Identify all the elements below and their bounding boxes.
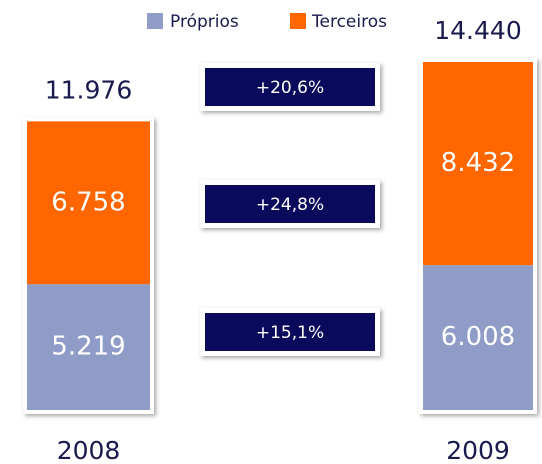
annotation-box xyxy=(205,313,375,351)
bar-segment xyxy=(423,265,533,410)
x-tick-label: 2008 xyxy=(57,436,121,464)
legend-swatch xyxy=(147,13,163,29)
annotation-box xyxy=(205,68,375,106)
value-label: 5.219 xyxy=(51,332,125,362)
annotation: +15,1% xyxy=(256,323,324,343)
legend-label: Terceiros xyxy=(311,12,387,32)
value-label: 8.432 xyxy=(441,148,515,178)
x-tick-label: 2009 xyxy=(446,436,510,464)
annotation-box xyxy=(205,185,375,223)
bar-segment xyxy=(27,284,150,410)
total-label: 11.976 xyxy=(45,75,132,104)
bar-segment xyxy=(27,121,150,285)
annotation: +24,8% xyxy=(256,195,324,215)
total-label: 14.440 xyxy=(434,16,521,45)
annotation: +20,6% xyxy=(256,78,324,98)
bar-segment xyxy=(423,62,533,266)
legend-swatch xyxy=(290,13,306,29)
value-label: 6.008 xyxy=(441,322,515,352)
legend-label: Próprios xyxy=(170,12,239,32)
value-label: 6.758 xyxy=(51,187,125,217)
